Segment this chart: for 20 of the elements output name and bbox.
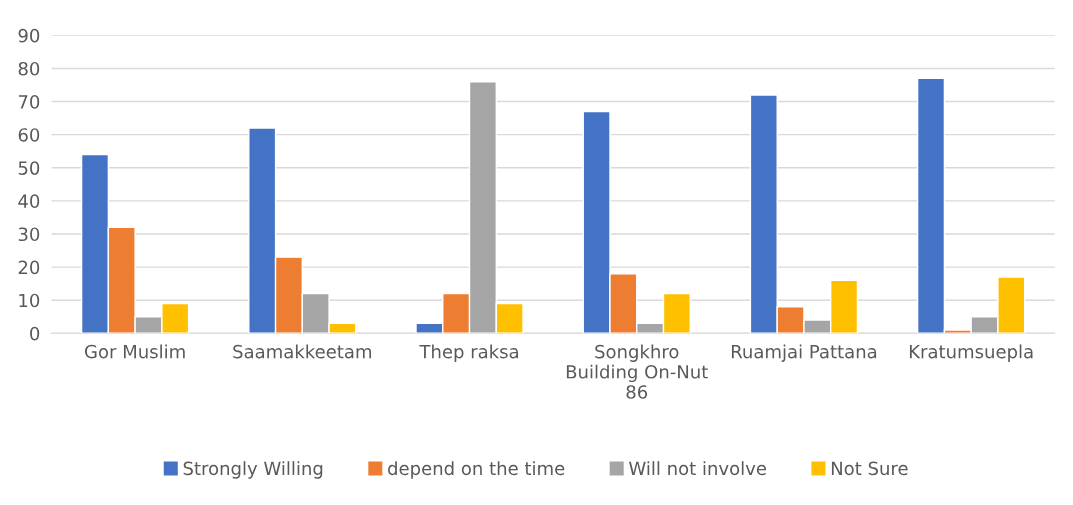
y-tick-label: 30 xyxy=(18,227,40,242)
y-tick-label: 0 xyxy=(30,326,40,341)
y-tick-label: 50 xyxy=(18,161,40,175)
legend-label: Strongly Willing xyxy=(183,461,323,479)
legend-label: Not Sure xyxy=(831,461,908,476)
legend-label: depend on the time xyxy=(388,461,565,479)
x-tick-label: Kratumsuepla xyxy=(909,344,1033,362)
y-tick-label: 10 xyxy=(19,293,40,308)
y-tick-label: 80 xyxy=(18,61,40,76)
y-tick-label: 90 xyxy=(18,28,40,43)
y-tick-label: 60 xyxy=(18,128,40,142)
y-tick-label: 40 xyxy=(18,194,40,208)
x-tick-label: Gor Muslim xyxy=(85,344,185,359)
x-tick-label: Ruamjai Pattana xyxy=(731,344,877,362)
y-tick-label: 70 xyxy=(18,95,40,109)
x-tick-label: Songkhro Building On-Nut 86 xyxy=(566,344,708,399)
x-tick-label: Saamakkeetam xyxy=(233,344,372,359)
x-tick-label: Thep raksa xyxy=(419,344,518,362)
y-tick-label: 20 xyxy=(18,260,40,275)
legend-label: Will not involve xyxy=(629,461,767,476)
